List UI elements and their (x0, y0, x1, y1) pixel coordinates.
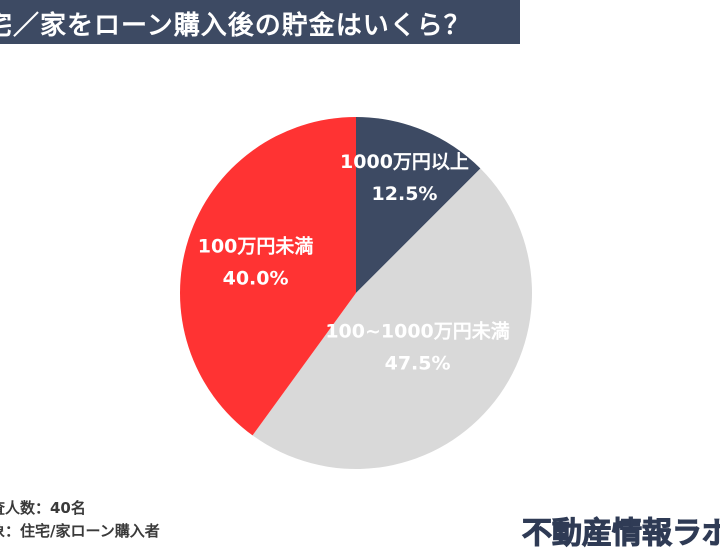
survey-target-note: 象：住宅/家ローン購入者 (0, 522, 160, 540)
slice-value-under-100man: 40.0% (223, 267, 289, 289)
title-banner: 宅／家をローン購入後の貯金はいくら？ (0, 0, 520, 44)
pie-slice-over-1000man (356, 117, 481, 293)
slice-label-under-100man: 100万円未満 (198, 234, 314, 257)
survey-count-note: 査人数：40名 (0, 499, 86, 517)
chart-title: 宅／家をローン購入後の貯金はいくら？ (0, 11, 471, 41)
brand-logo: 不動産情報ラボ (522, 516, 720, 552)
pie-slice-under-100man (180, 117, 356, 436)
slice-value-over-1000man: 12.5% (372, 183, 438, 205)
pie-slice-100-1000man (252, 168, 533, 470)
slice-value-100-1000man: 47.5% (385, 353, 451, 375)
pie-slices (180, 117, 533, 470)
slice-label-over-1000man: 1000万円以上 (340, 151, 469, 173)
pie-chart: 1000万円以上 12.5% 100~1000万円未満 47.5% 100万円未満 40.… (180, 117, 533, 470)
slice-label-100-1000man: 100~1000万円未満 (325, 320, 509, 343)
pie-labels: 1000万円以上 12.5% 100~1000万円未満 47.5% 100万円未満 40.… (198, 151, 510, 375)
